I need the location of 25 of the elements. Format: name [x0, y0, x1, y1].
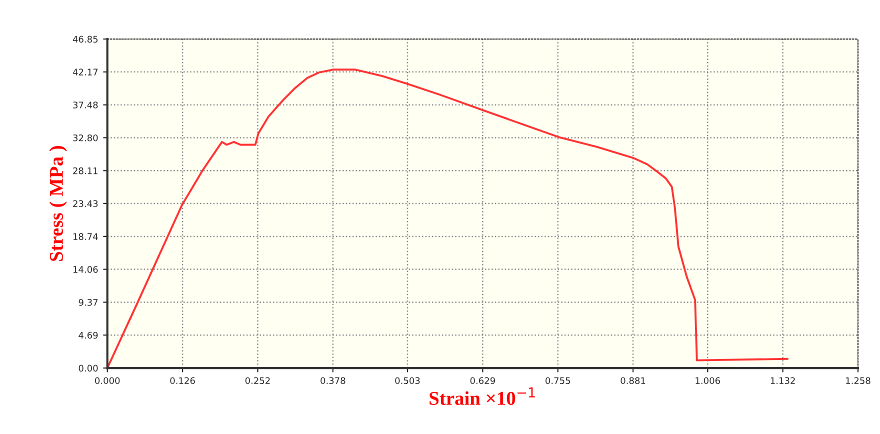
x-tick-label: 1.258	[846, 377, 870, 384]
y-tick-label: 23.43	[73, 200, 98, 208]
y-axis-title: Stress ( MPa )	[49, 146, 67, 261]
y-tick-label: 0.00	[78, 364, 98, 372]
line-series	[107, 68, 789, 368]
y-tick-label: 14.06	[73, 266, 98, 273]
x-tick-label: 0.755	[546, 377, 570, 384]
y-tick-label: 9.37	[78, 298, 98, 306]
y-tick-label: 28.11	[73, 167, 98, 174]
y-tick-label: 32.80	[73, 134, 98, 142]
y-tick-label: 18.74	[73, 233, 98, 240]
y-tick-label: 37.48	[73, 102, 98, 108]
x-tick-label: 0.629	[470, 377, 495, 384]
x-tick-label: 0.126	[170, 377, 195, 384]
x-tick-label: 0.378	[320, 377, 346, 384]
y-tick-label: 42.17	[72, 68, 98, 76]
x-tick-label: 0.881	[620, 377, 646, 384]
x-tick-label: 0.252	[245, 377, 270, 384]
y-tick-label: 46.85	[72, 36, 98, 43]
x-tick-label: 0.503	[395, 377, 420, 384]
x-axis-title: Strain ×10$^{−1}$	[430, 387, 535, 405]
x-tick-label: 1.132	[770, 377, 795, 384]
x-tick-label: 1.006	[696, 377, 720, 384]
x-tick-label: 0.000	[95, 377, 120, 384]
y-tick-label: 4.69	[78, 332, 98, 339]
